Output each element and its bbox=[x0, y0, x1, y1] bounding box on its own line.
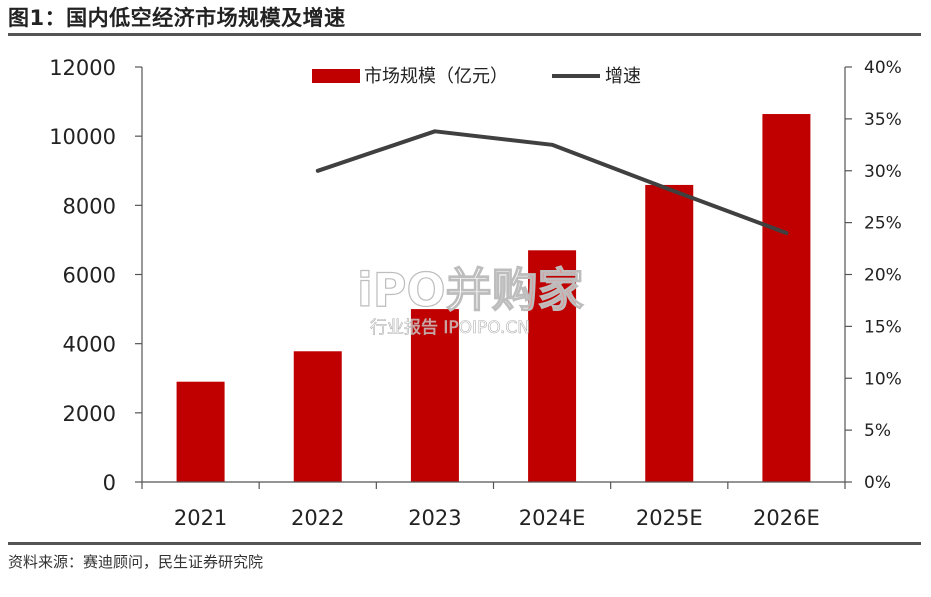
watermark-main: iPO并购家 bbox=[357, 263, 584, 317]
left-tick-label: 2000 bbox=[63, 402, 116, 426]
watermark-sub: 行业报告 IPOIPO.CN bbox=[370, 318, 530, 338]
bars-group bbox=[176, 114, 811, 483]
right-tick-label: 10% bbox=[864, 369, 902, 389]
watermark: iPO并购家 行业报告 IPOIPO.CN bbox=[356, 262, 584, 338]
chart-title: 图1：国内低空经济市场规模及增速 bbox=[8, 6, 346, 30]
source-note: 资料来源：赛迪顾问，民生证券研究院 bbox=[8, 553, 264, 571]
bar-2025E bbox=[645, 184, 694, 482]
legend-line-label: 增速 bbox=[605, 66, 641, 87]
bar-2026E bbox=[762, 114, 811, 483]
line-group bbox=[315, 129, 789, 235]
right-tick-label: 5% bbox=[864, 421, 891, 441]
bar-2021 bbox=[176, 381, 225, 482]
x-tick-label: 2024E bbox=[519, 506, 586, 530]
left-tick-label: 6000 bbox=[63, 264, 116, 288]
right-tick-label: 25% bbox=[864, 214, 902, 234]
right-tick-label: 0% bbox=[864, 473, 891, 493]
axes-group: 0 2000 4000 6000 8000 10000 12000 0% 5% 10% 15% 20%… bbox=[49, 56, 902, 530]
bar-2023 bbox=[410, 309, 459, 482]
legend-bar-swatch bbox=[312, 69, 360, 83]
growth-line bbox=[315, 129, 789, 235]
bar-2022 bbox=[293, 351, 342, 482]
right-tick-label: 15% bbox=[864, 317, 902, 337]
left-tick-label: 12000 bbox=[49, 56, 116, 80]
left-tick-label: 0 bbox=[103, 471, 116, 495]
x-tick-label: 2026E bbox=[753, 506, 820, 530]
x-tick-label: 2025E bbox=[636, 506, 703, 530]
left-tick-label: 4000 bbox=[63, 333, 116, 357]
bar-2024E bbox=[528, 250, 577, 482]
legend: 市场规模（亿元） 增速 bbox=[312, 66, 641, 87]
right-tick-label: 40% bbox=[864, 58, 902, 78]
left-tick-label: 8000 bbox=[63, 194, 116, 218]
bottom-rule bbox=[8, 542, 921, 545]
top-rule bbox=[8, 33, 921, 36]
right-tick-label: 30% bbox=[864, 162, 902, 182]
x-tick-label: 2023 bbox=[408, 506, 461, 530]
left-tick-label: 10000 bbox=[49, 125, 116, 149]
legend-bar-label: 市场规模（亿元） bbox=[364, 66, 508, 87]
x-tick-label: 2021 bbox=[174, 506, 227, 530]
right-tick-label: 35% bbox=[864, 110, 902, 130]
right-tick-label: 20% bbox=[864, 266, 902, 286]
x-tick-label: 2022 bbox=[291, 506, 344, 530]
